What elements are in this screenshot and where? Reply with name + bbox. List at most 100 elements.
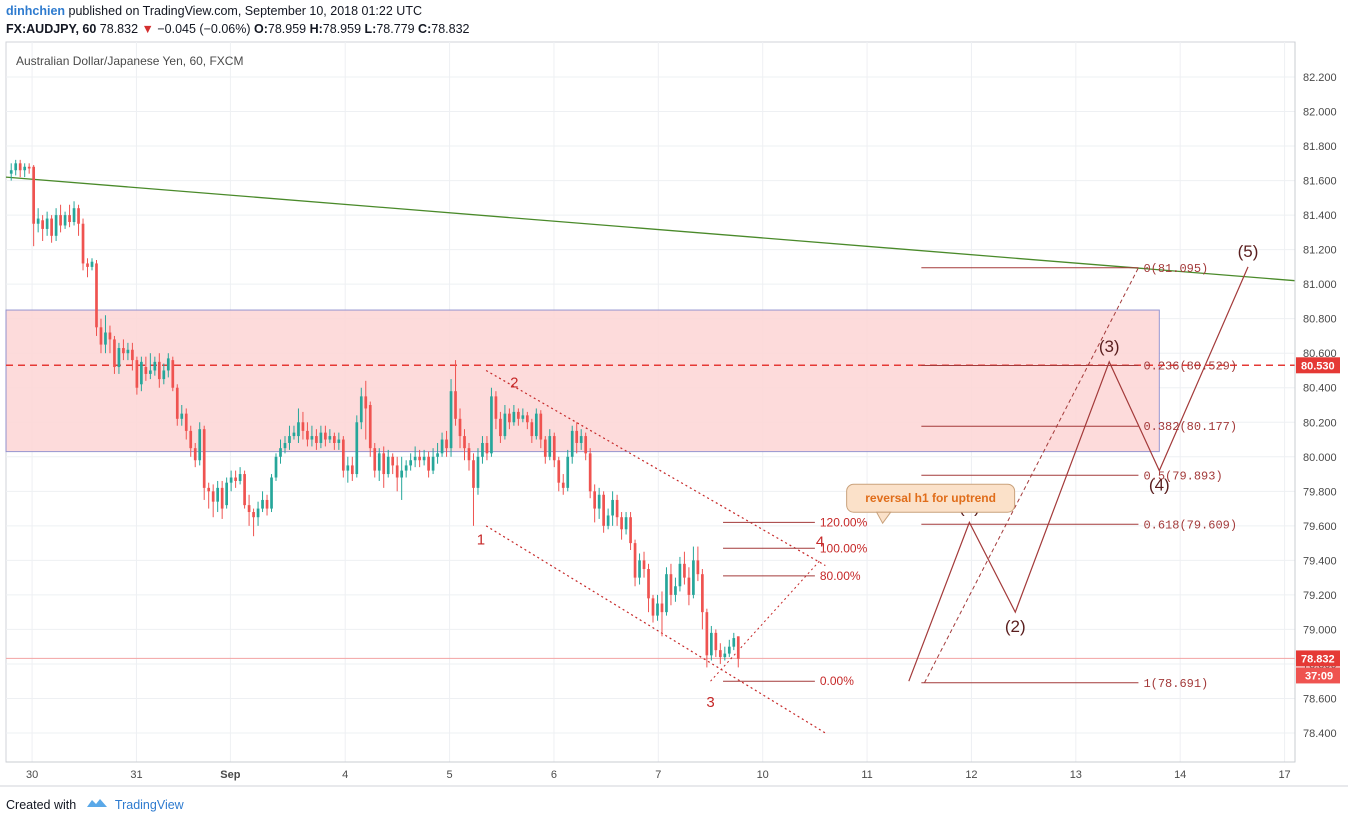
candle-body: [180, 413, 184, 419]
candle-body: [359, 396, 363, 423]
candle-body: [126, 349, 130, 354]
candle-body: [427, 456, 430, 471]
low-label: L:: [364, 22, 377, 36]
candle-body: [108, 332, 112, 340]
price-tick-label: 78.400: [1303, 728, 1337, 740]
candle-body: [606, 515, 610, 526]
time-tick-label: 6: [551, 769, 557, 781]
supply-zone-rect: [5, 309, 1160, 453]
callout-text: reversal h1 for uptrend: [865, 491, 996, 505]
candle-body: [229, 477, 233, 483]
price-tick-label: 80.200: [1303, 417, 1337, 429]
price-tick-label: 81.400: [1303, 210, 1337, 222]
price-tick-label: 80.600: [1303, 348, 1337, 360]
price-tick-label: 79.600: [1303, 521, 1337, 533]
time-tick-label: 31: [130, 769, 142, 781]
time-tick-label: 5: [447, 769, 453, 781]
candle-body: [517, 411, 520, 419]
price-tick-label: 79.800: [1303, 486, 1337, 498]
author-link[interactable]: dinhchien: [6, 4, 66, 18]
wave-label: (5): [1238, 242, 1259, 261]
candle-body: [184, 413, 188, 431]
candle-body: [171, 360, 175, 388]
candle-body: [207, 487, 211, 492]
fib-small-label: 0.00%: [820, 674, 854, 688]
candle-body: [409, 460, 412, 466]
candle-body: [674, 586, 677, 595]
candle-body: [499, 418, 502, 437]
tradingview-link[interactable]: TradingView: [114, 798, 184, 812]
candle-body: [660, 603, 664, 613]
fib-diagonal: [924, 267, 1139, 683]
candle-body: [543, 439, 547, 457]
candle-body: [458, 418, 462, 437]
elliott-wave-path: [908, 266, 1249, 682]
wave-label: (4): [1149, 476, 1170, 495]
candle-body: [710, 632, 713, 656]
time-axis[interactable]: 30 31 Sep 4 5 6 7 10 11 12 13 14 17: [0, 761, 1348, 787]
countdown-label: 37:09: [1305, 670, 1333, 682]
candle-body: [638, 560, 641, 578]
candle-body: [615, 499, 619, 518]
candle-body: [705, 612, 709, 656]
candle-body: [283, 442, 287, 449]
candle-body: [50, 218, 53, 236]
high-value: 78.959: [322, 22, 362, 36]
candle-body: [588, 453, 592, 492]
candle-body: [647, 569, 650, 599]
candle-body: [508, 413, 511, 423]
candle-body: [656, 603, 659, 616]
price-tick-label: 80.800: [1303, 314, 1337, 326]
callout-box: [846, 483, 1016, 513]
fib-small-label: 100.00%: [820, 541, 868, 555]
wave-label: (3): [1099, 337, 1120, 356]
candle-body: [552, 436, 556, 461]
supply-zone: [5, 309, 1160, 453]
candle-body: [436, 453, 439, 457]
candle-body: [328, 436, 332, 440]
candle-body: [274, 456, 278, 478]
candle-body: [104, 332, 107, 345]
candle-body: [481, 442, 484, 457]
candle-body: [557, 460, 561, 483]
time-tick-label: 30: [26, 769, 38, 781]
candle-body: [364, 396, 368, 409]
created-with-text: Created with: [6, 798, 77, 812]
candle-body: [597, 494, 601, 509]
candle-body: [99, 327, 103, 345]
candle-body: [548, 436, 552, 457]
close-value: 78.832: [431, 22, 470, 36]
channel-point-label: 3: [706, 694, 714, 711]
candle-body: [166, 358, 170, 371]
candle-body: [256, 508, 260, 518]
candle-body: [620, 517, 623, 530]
candle-body: [400, 470, 404, 478]
price-tick-label: 80.400: [1303, 383, 1337, 395]
candle-body: [404, 465, 408, 471]
high-label: H:: [309, 22, 323, 36]
candle-body: [512, 411, 516, 423]
price-tick-label: 79.400: [1303, 555, 1337, 567]
price-axis[interactable]: 82.200 82.000 81.800 81.600 81.400 81.200 81.0…: [1294, 42, 1340, 762]
candle-body: [584, 436, 588, 454]
fib-big-label: 0(81.095): [1143, 262, 1208, 276]
price-tick-label: 81.800: [1303, 141, 1337, 153]
candle-body: [723, 653, 727, 658]
candle-body: [570, 430, 574, 457]
candle-body: [144, 367, 148, 374]
candle-body: [490, 396, 493, 454]
price-tick-label: 82.200: [1303, 72, 1337, 84]
candle-body: [193, 448, 197, 461]
candle-body: [431, 456, 435, 471]
candle-body: [27, 166, 31, 169]
candle-body: [243, 474, 246, 506]
candle-body: [525, 415, 529, 423]
candle-body: [252, 512, 255, 518]
symbol-label: FX:AUDJPY, 60: [6, 22, 97, 36]
candles: [9, 159, 740, 668]
channel-point-label: 1: [477, 532, 485, 549]
candle-body: [140, 361, 143, 385]
candle-body: [77, 208, 80, 224]
candle-body: [216, 487, 220, 502]
